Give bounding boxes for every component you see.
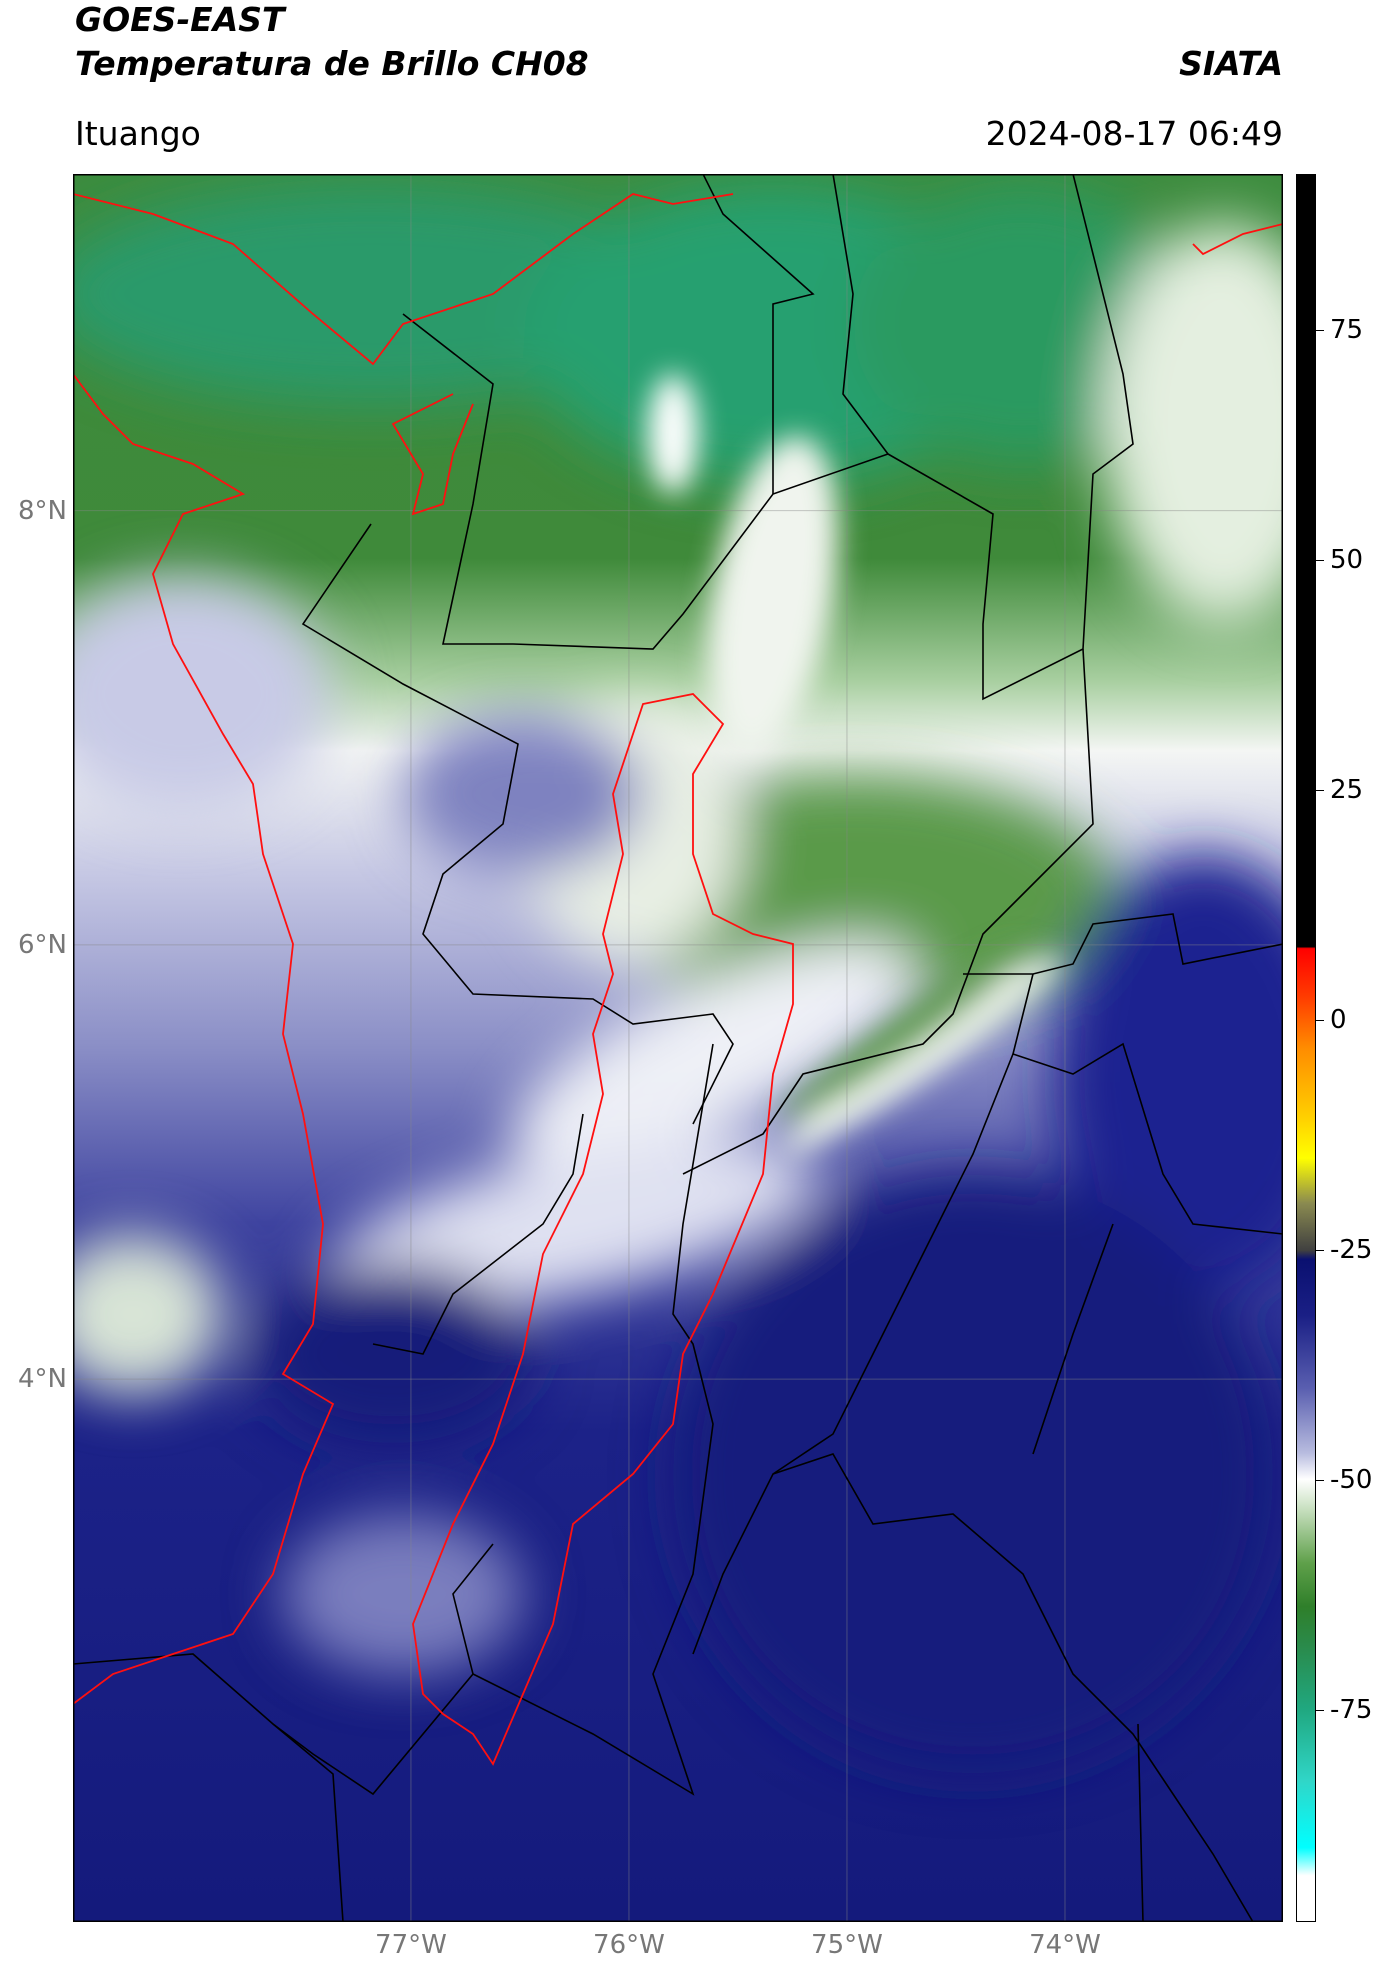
colorbar-tick-label: 75 bbox=[1330, 315, 1364, 346]
coastline-region bbox=[73, 193, 1283, 1766]
datetime: 2024-08-17 06:49 bbox=[985, 114, 1283, 153]
colorbar-tick bbox=[1316, 790, 1324, 792]
lat-tick-label: 6°N bbox=[18, 929, 67, 960]
subtitle: Temperatura de Brillo CH08 bbox=[75, 44, 589, 83]
map-frame bbox=[73, 174, 1283, 1922]
colorbar-tick-label: 50 bbox=[1330, 545, 1364, 576]
lon-tick-label: 75°W bbox=[811, 1930, 883, 1960]
colorbar-tick bbox=[1316, 330, 1324, 332]
colorbar-tick-label: -50 bbox=[1330, 1465, 1373, 1496]
brightness-field bbox=[73, 174, 1283, 1922]
colorbar bbox=[1296, 174, 1316, 1922]
brand: SIATA bbox=[1179, 44, 1283, 83]
colorbar-tick bbox=[1316, 1710, 1324, 1712]
colorbar-tick-label: -75 bbox=[1330, 1695, 1373, 1726]
colorbar-tick bbox=[1316, 1480, 1324, 1482]
lon-tick-label: 77°W bbox=[375, 1930, 447, 1960]
colorbar-tick-label: -25 bbox=[1330, 1235, 1373, 1266]
lon-tick-label: 76°W bbox=[593, 1930, 665, 1960]
colorbar-tick bbox=[1316, 1020, 1324, 1022]
title: GOES-EAST bbox=[75, 0, 285, 39]
location: Ituango bbox=[75, 114, 201, 153]
colorbar-tick-label: 0 bbox=[1330, 1005, 1347, 1036]
lat-tick-label: 4°N bbox=[18, 1364, 67, 1395]
lat-tick-label: 8°N bbox=[18, 495, 67, 526]
colorbar-tick-label: 25 bbox=[1330, 775, 1364, 806]
map bbox=[73, 174, 1283, 1922]
lon-tick-label: 74°W bbox=[1029, 1930, 1101, 1960]
boundaries bbox=[73, 174, 1283, 1922]
colorbar-tick bbox=[1316, 1250, 1324, 1252]
colorbar-tick bbox=[1316, 560, 1324, 562]
grid bbox=[73, 174, 1283, 1922]
